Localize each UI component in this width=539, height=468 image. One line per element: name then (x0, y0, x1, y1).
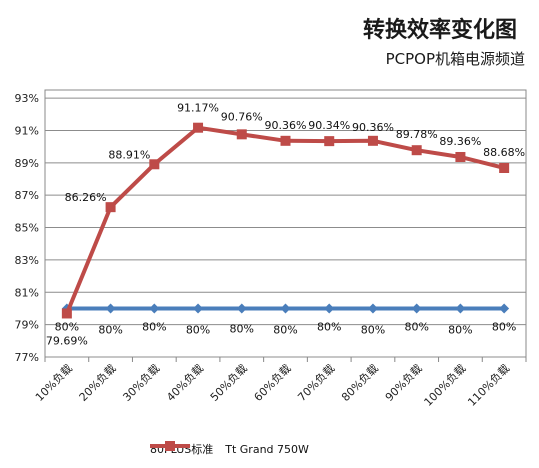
x-tick-label: 30%负载 (120, 361, 163, 404)
x-tick-label: 10%负载 (32, 361, 75, 404)
data-label-tt-grand: 88.91% (108, 148, 150, 161)
data-point-tt-grand (61, 308, 72, 319)
x-tick-label: 110%负载 (465, 361, 513, 409)
x-tick-label: 100%负载 (421, 361, 469, 409)
data-label-tt-grand: 89.36% (439, 135, 481, 148)
data-point-tt-grand (280, 135, 291, 146)
data-label-80plus: 80% (361, 323, 385, 336)
data-label-tt-grand: 91.17% (177, 102, 219, 115)
y-tick-label: 77% (15, 351, 39, 364)
y-tick-label: 93% (15, 92, 39, 105)
data-point-80plus (411, 303, 422, 314)
data-label-tt-grand: 90.34% (308, 119, 350, 132)
data-label-80plus: 80% (186, 323, 210, 336)
x-tick-label: 40%负载 (163, 361, 206, 404)
y-tick-label: 85% (15, 222, 39, 235)
x-tick-label: 60%负载 (251, 361, 294, 404)
x-tick-label: 50%负载 (207, 361, 250, 404)
legend-label-tt-grand: Tt Grand 750W (225, 442, 309, 456)
y-tick-label: 79% (15, 319, 39, 332)
y-tick-label: 87% (15, 189, 39, 202)
data-point-tt-grand (455, 151, 466, 162)
chart-title: 转换效率变化图 (362, 18, 517, 43)
data-label-80plus: 80% (317, 320, 341, 333)
data-label-tt-grand: 90.76% (221, 110, 263, 123)
legend: 80PLUS标准 Tt Grand 750W (150, 441, 309, 457)
data-point-80plus (280, 303, 291, 314)
x-tick-label: 20%负载 (76, 361, 119, 404)
x-tick-label: 90%负载 (382, 361, 425, 404)
data-label-80plus: 80% (492, 320, 516, 333)
data-label-tt-grand: 89.78% (396, 128, 438, 141)
data-point-tt-grand (236, 129, 247, 140)
y-tick-label: 91% (15, 124, 39, 137)
data-label-80plus: 80% (448, 323, 472, 336)
chart-subtitle: PCPOP机箱电源频道 (385, 50, 525, 68)
y-tick-label: 81% (15, 286, 39, 299)
data-label-tt-grand: 90.36% (265, 119, 307, 132)
data-label-tt-grand: 86.26% (65, 191, 107, 204)
data-label-tt-grand: 90.36% (352, 121, 394, 134)
data-label-80plus: 80% (142, 320, 166, 333)
data-point-tt-grand (105, 202, 116, 213)
data-point-80plus (105, 303, 116, 314)
data-label-tt-grand: 79.69% (46, 334, 88, 347)
data-point-80plus (193, 303, 204, 314)
data-point-tt-grand (149, 159, 160, 170)
data-point-80plus (149, 303, 160, 314)
data-point-80plus (367, 303, 378, 314)
data-label-80plus: 80% (404, 320, 428, 333)
data-point-80plus (455, 303, 466, 314)
data-point-80plus (324, 303, 335, 314)
legend-item-tt-grand: Tt Grand 750W (150, 441, 309, 456)
y-tick-label: 89% (15, 157, 39, 170)
data-label-80plus: 80% (273, 323, 297, 336)
data-label-tt-grand: 88.68% (483, 146, 525, 159)
data-label-80plus: 80% (98, 323, 122, 336)
data-point-tt-grand (499, 162, 510, 173)
data-point-tt-grand (324, 136, 335, 147)
data-point-tt-grand (411, 145, 422, 156)
data-point-tt-grand (367, 135, 378, 146)
data-label-80plus: 80% (55, 320, 79, 333)
data-label-80plus: 80% (230, 322, 254, 335)
data-point-80plus (499, 303, 510, 314)
data-point-tt-grand (193, 122, 204, 133)
x-tick-label: 70%负载 (295, 361, 338, 404)
legend-swatch-tt-grand (150, 441, 190, 451)
y-tick-label: 83% (15, 254, 39, 267)
data-point-80plus (236, 303, 247, 314)
x-tick-label: 80%负载 (338, 361, 381, 404)
